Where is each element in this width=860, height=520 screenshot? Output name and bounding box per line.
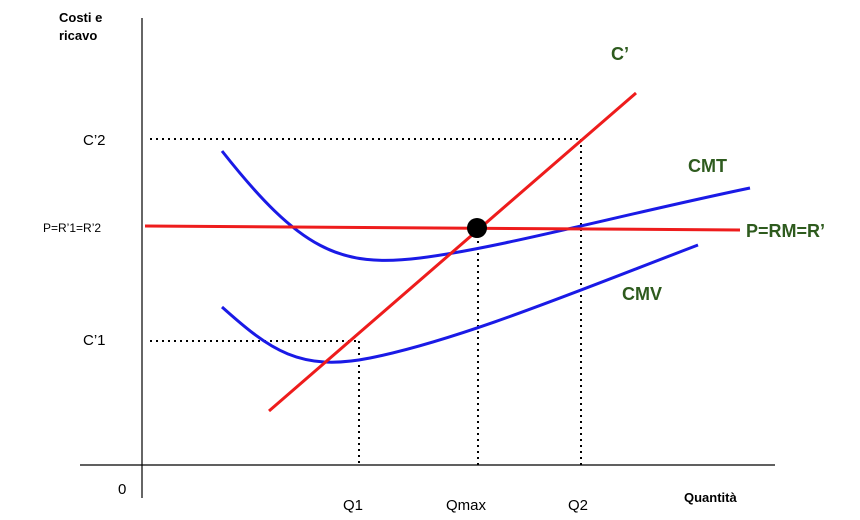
equilibrium-point — [467, 218, 487, 238]
cmv-curve — [220, 243, 699, 364]
price-line — [144, 224, 741, 232]
price-line-label: P=RM=R’ — [746, 221, 825, 241]
x-tick-qmax: Qmax — [446, 497, 487, 514]
cmt-label: CMT — [688, 156, 727, 176]
x-axis-label: Quantità — [684, 490, 737, 505]
x-tick-q1: Q1 — [343, 497, 363, 514]
y-tick-c1: C’1 — [83, 332, 106, 349]
cmt-curve — [220, 150, 751, 262]
marginal-cost-label: C’ — [611, 44, 629, 64]
marginal-cost-line — [268, 91, 637, 413]
y-tick-c2: C’2 — [83, 132, 106, 149]
cmv-label: CMV — [622, 284, 662, 304]
origin-label: 0 — [118, 481, 126, 498]
y-tick-price: P=R’1=R’2 — [43, 221, 101, 235]
x-tick-q2: Q2 — [568, 497, 588, 514]
y-axis-label-line2: ricavo — [59, 28, 97, 43]
y-axis-label-line1: Costi e — [59, 10, 102, 25]
